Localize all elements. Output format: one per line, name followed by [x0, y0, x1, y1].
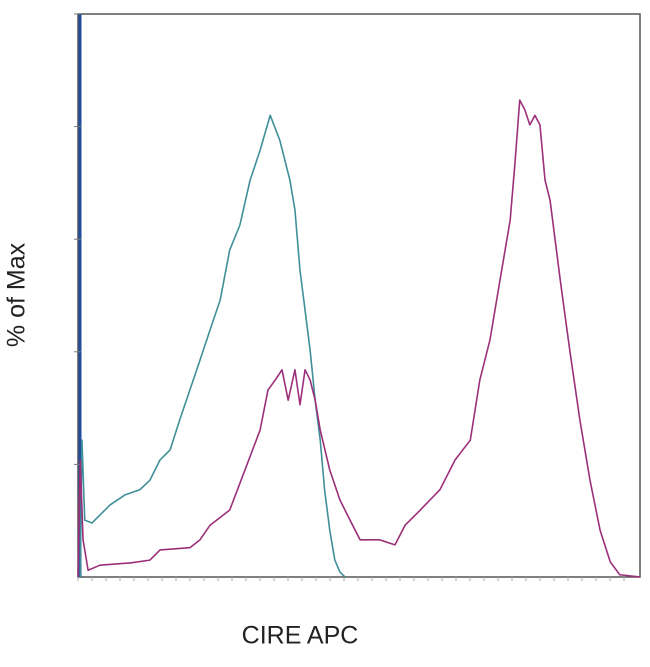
x-axis-label: CIRE APC	[242, 622, 359, 650]
histogram-line	[79, 114, 346, 578]
histogram-line	[77, 99, 641, 578]
y-axis-label: % of Max	[3, 242, 31, 347]
plot-frame	[77, 13, 641, 578]
